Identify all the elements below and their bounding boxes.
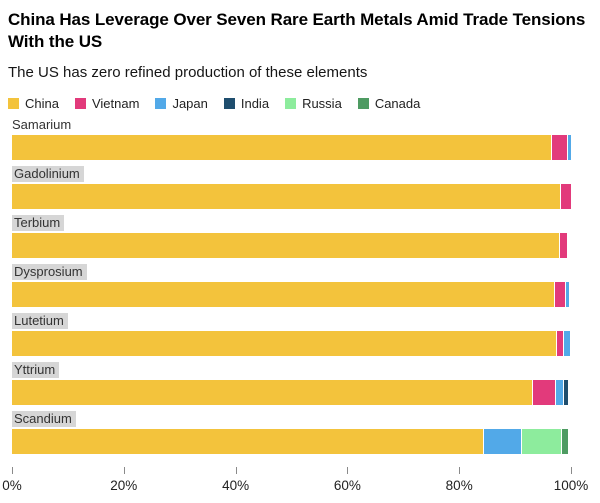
category-label: Dysprosium bbox=[12, 263, 87, 280]
bar-segment-canada[interactable] bbox=[561, 428, 569, 454]
bar-segment-china[interactable] bbox=[12, 379, 532, 405]
legend-swatch-icon bbox=[155, 97, 167, 109]
legend: China Vietnam Japan India Russia Canada bbox=[8, 96, 588, 111]
bar-segment-russia[interactable] bbox=[521, 428, 561, 454]
bar-segment-china[interactable] bbox=[12, 330, 556, 356]
bar-chart: Samarium Gadolinium Terbium Dysprosium Lutet… bbox=[12, 117, 571, 454]
legend-item-russia[interactable]: Russia bbox=[285, 96, 342, 111]
bar-segment-vietnam[interactable] bbox=[559, 232, 567, 258]
category-label-wrap: Dysprosium bbox=[12, 263, 571, 280]
stacked-bar-dysprosium bbox=[12, 281, 571, 307]
category-label: Scandium bbox=[12, 410, 76, 427]
category-label-wrap: Gadolinium bbox=[12, 165, 571, 182]
bar-segment-vietnam[interactable] bbox=[554, 281, 566, 307]
bar-segment-china[interactable] bbox=[12, 232, 559, 258]
legend-item-china[interactable]: China bbox=[8, 96, 59, 111]
bar-row-gadolinium: Gadolinium bbox=[12, 165, 571, 209]
bar-segment-china[interactable] bbox=[12, 281, 554, 307]
legend-swatch-icon bbox=[285, 97, 297, 109]
legend-swatch-icon bbox=[8, 97, 19, 109]
bar-segment-japan[interactable] bbox=[567, 134, 571, 160]
category-label: Yttrium bbox=[12, 361, 60, 378]
legend-label: China bbox=[25, 95, 59, 111]
category-label: Samarium bbox=[12, 116, 72, 132]
category-label-wrap: Scandium bbox=[12, 410, 571, 427]
bar-row-dysprosium: Dysprosium bbox=[12, 263, 571, 307]
bar-row-samarium: Samarium bbox=[12, 117, 571, 160]
category-label-wrap: Samarium bbox=[12, 117, 571, 132]
stacked-bar-terbium bbox=[12, 232, 571, 258]
axis-tick bbox=[347, 466, 349, 474]
chart-title: China Has Leverage Over Seven Rare Earth… bbox=[8, 10, 586, 52]
legend-label: Russia bbox=[302, 95, 342, 111]
legend-label: Vietnam bbox=[91, 95, 140, 111]
axis-tick bbox=[12, 466, 13, 474]
bar-segment-vietnam[interactable] bbox=[556, 330, 564, 356]
bar-row-yttrium: Yttrium bbox=[12, 361, 571, 405]
bar-segment-japan[interactable] bbox=[566, 281, 570, 307]
bar-segment-japan[interactable] bbox=[564, 330, 570, 356]
stacked-bar-samarium bbox=[12, 134, 571, 160]
chart-subtitle: The US has zero refined production of th… bbox=[8, 63, 368, 81]
category-label-wrap: Terbium bbox=[12, 214, 571, 231]
stacked-bar-lutetium bbox=[12, 330, 571, 356]
axis-tick bbox=[459, 466, 461, 474]
legend-item-canada[interactable]: Canada bbox=[357, 95, 421, 111]
legend-swatch-icon bbox=[74, 97, 86, 109]
axis-tick-label: 60% bbox=[333, 477, 361, 493]
stacked-bar-yttrium bbox=[12, 379, 571, 405]
category-label: Gadolinium bbox=[12, 165, 84, 182]
category-label: Lutetium bbox=[12, 312, 68, 329]
category-label: Terbium bbox=[12, 214, 65, 231]
bar-segment-china[interactable] bbox=[12, 428, 483, 454]
bar-segment-india[interactable] bbox=[563, 379, 568, 405]
axis-tick bbox=[571, 466, 572, 474]
legend-label: India bbox=[240, 95, 270, 111]
axis-tick-label: 0% bbox=[2, 477, 22, 493]
bar-row-lutetium: Lutetium bbox=[12, 312, 571, 356]
bar-segment-china[interactable] bbox=[12, 183, 561, 209]
legend-swatch-icon bbox=[357, 97, 369, 109]
stacked-bar-scandium bbox=[12, 428, 571, 454]
category-label-wrap: Lutetium bbox=[12, 312, 571, 329]
legend-item-vietnam[interactable]: Vietnam bbox=[74, 95, 140, 111]
bar-segment-japan[interactable] bbox=[556, 379, 563, 405]
axis-tick-label: 40% bbox=[222, 477, 250, 493]
legend-label: Japan bbox=[172, 95, 208, 111]
bar-segment-japan[interactable] bbox=[483, 428, 521, 454]
axis-tick-label: 20% bbox=[110, 477, 138, 493]
axis-tick-label: 80% bbox=[445, 477, 473, 493]
axis-tick bbox=[123, 466, 125, 474]
x-axis: 0% 20% 40% 60% 80% 100% bbox=[2, 466, 588, 499]
stacked-bar-gadolinium bbox=[12, 183, 571, 209]
axis-tick bbox=[235, 466, 237, 474]
bar-segment-vietnam[interactable] bbox=[532, 379, 556, 405]
legend-item-india[interactable]: India bbox=[223, 95, 270, 111]
legend-swatch-icon bbox=[223, 97, 235, 109]
bar-segment-vietnam[interactable] bbox=[551, 134, 567, 160]
axis-tick-label: 100% bbox=[553, 477, 589, 493]
bar-row-terbium: Terbium bbox=[12, 214, 571, 258]
bar-row-scandium: Scandium bbox=[12, 410, 571, 454]
legend-item-japan[interactable]: Japan bbox=[155, 95, 208, 111]
legend-label: Canada bbox=[374, 95, 421, 111]
bar-segment-vietnam[interactable] bbox=[561, 183, 571, 209]
category-label-wrap: Yttrium bbox=[12, 361, 571, 378]
bar-segment-china[interactable] bbox=[12, 134, 551, 160]
